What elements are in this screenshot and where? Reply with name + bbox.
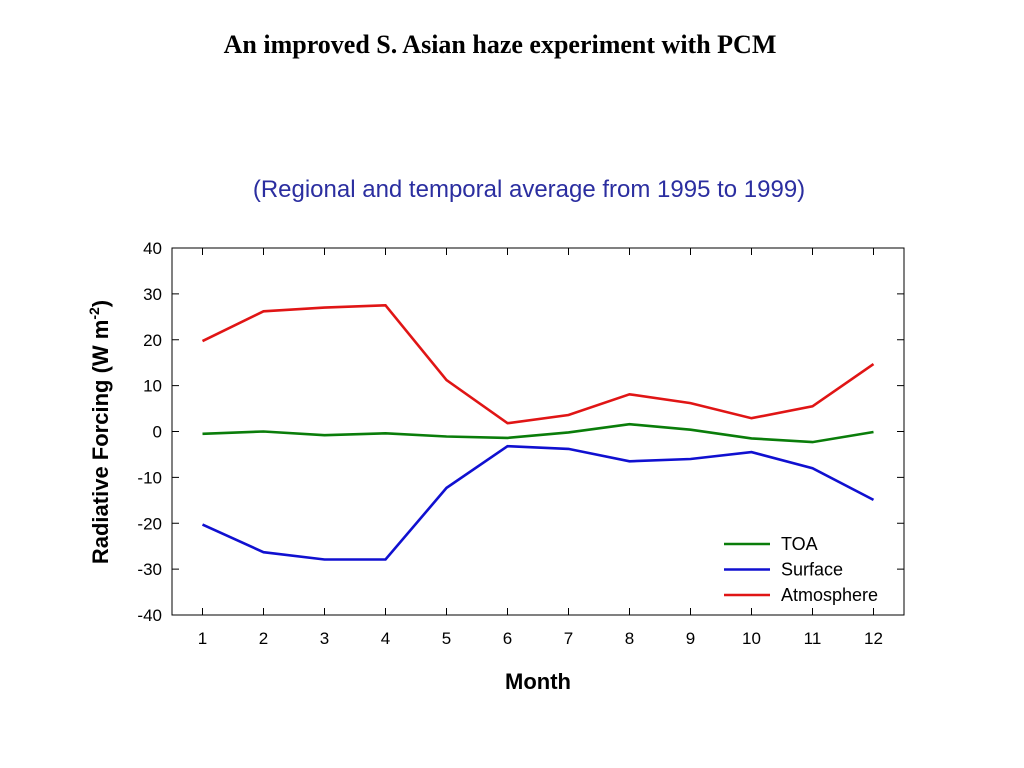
y-tick-labels: 40 30 20 10 0 -10 -20 -30 -40 [137, 239, 162, 625]
x-axis-title: Month [505, 669, 571, 694]
y-tick-label: -20 [137, 514, 162, 533]
y-tick-label: -40 [137, 606, 162, 625]
page-title: An improved S. Asian haze experiment wit… [223, 30, 777, 59]
x-tick-label: 12 [864, 629, 883, 648]
x-tick-label: 1 [198, 629, 207, 648]
x-tick-label: 11 [804, 629, 822, 648]
series-line-atmosphere [201, 303, 875, 425]
legend-label-atmosphere: Atmosphere [781, 585, 878, 605]
y-axis-title-end: ) [88, 300, 113, 307]
x-tick-label: 8 [625, 629, 634, 648]
x-tick-label: 5 [442, 629, 451, 648]
plot-frame [171, 247, 905, 616]
y-axis-title: Radiative Forcing (W m-2) [86, 300, 113, 564]
y-tick-label: 10 [143, 377, 162, 396]
series-line-surface [201, 444, 875, 561]
chart-subtitle: (Regional and temporal average from 1995… [252, 176, 806, 203]
series-line-toa [202, 422, 874, 444]
x-tick-label: 9 [686, 629, 695, 648]
y-axis-title-superscript: -2 [86, 307, 102, 320]
y-tick-label: -30 [137, 560, 162, 579]
y-tick-label: 0 [153, 423, 162, 442]
y-tick-label: 30 [143, 285, 162, 304]
x-tick-label: 10 [742, 629, 761, 648]
x-tick-label: 2 [259, 629, 268, 648]
legend-label-surface: Surface [781, 560, 843, 580]
y-axis-title-main: Radiative Forcing (W m [88, 320, 113, 564]
x-tick-labels: 1 2 3 4 5 6 7 8 9 10 11 12 [198, 629, 883, 648]
x-tick-label: 7 [564, 629, 573, 648]
y-tick-label: 40 [143, 239, 162, 258]
series-lines [201, 303, 875, 561]
x-tick-label: 4 [381, 629, 390, 648]
y-tick-label: 20 [143, 331, 162, 350]
legend-label-toa: TOA [781, 534, 818, 554]
y-tick-label: -10 [137, 468, 162, 487]
x-tick-label: 3 [320, 629, 329, 648]
legend: TOA Surface Atmosphere [724, 534, 878, 605]
x-tick-label: 6 [503, 629, 512, 648]
